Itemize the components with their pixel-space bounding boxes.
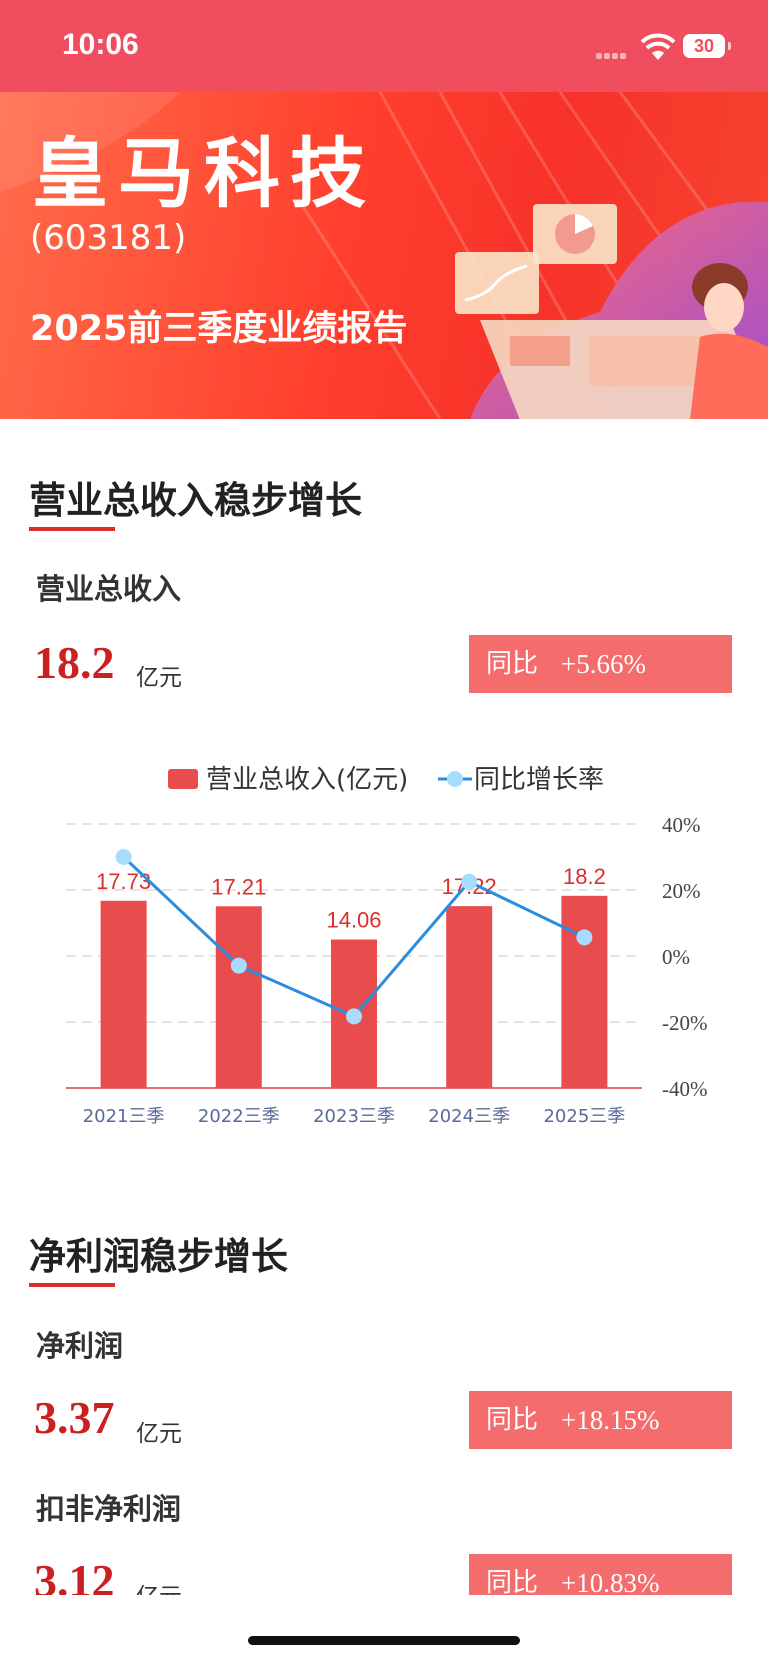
x-tick-label: 2023三季 [313, 1106, 395, 1127]
profit-section-title: 净利润稳步增长 [29, 1235, 288, 1278]
yoy-label: 同比 [486, 649, 539, 679]
revenue-bar [215, 906, 262, 1088]
yoy-value: +10.83% [561, 1568, 660, 1595]
revenue-label: 营业总收入 [36, 572, 182, 606]
growth-rate-point [461, 873, 478, 890]
yoy-value: +18.15% [561, 1405, 660, 1435]
status-bar: 10:06 30 [0, 0, 768, 92]
legend-growth-label: 同比增长率 [474, 765, 605, 795]
growth-rate-point [346, 1008, 362, 1025]
net-profit-label: 净利润 [36, 1329, 124, 1363]
revenue-yoy-badge: 同比 +5.66% [469, 635, 732, 693]
x-tick-label: 2022三季 [198, 1106, 280, 1127]
net-profit-yoy-badge: 同比 +18.15% [469, 1391, 732, 1449]
net-profit-value: 3.37 [34, 1392, 115, 1443]
legend-revenue-label: 营业总收入(亿元) [206, 765, 409, 795]
revenue-value: 18.2 [34, 637, 115, 688]
y-right-tick-label: -20% [662, 1011, 708, 1035]
report-title: 2025前三季度业绩报告 [30, 309, 408, 349]
bar-data-label: 14.06 [326, 908, 381, 933]
deducted-net-profit-label: 扣非净利润 [36, 1492, 182, 1526]
growth-rate-point [115, 849, 132, 865]
battery-icon: 30 [683, 34, 731, 58]
bar-data-label: 17.21 [211, 874, 266, 899]
legend-bar-swatch [168, 769, 198, 789]
banner-illustration [0, 92, 768, 419]
status-time: 10:06 [62, 28, 139, 61]
x-tick-label: 2025三季 [543, 1106, 625, 1127]
revenue-bar [561, 895, 608, 1088]
stock-code: (603181) [30, 218, 187, 258]
yoy-value: +5.66% [561, 649, 646, 679]
legend-line-swatch [438, 771, 472, 787]
bar-data-label: 18.2 [563, 864, 606, 889]
deducted-net-profit-value: 3.12 [34, 1555, 115, 1595]
section-underline [29, 1283, 115, 1287]
cellular-signal-icon [595, 44, 631, 59]
yoy-label: 同比 [486, 1405, 539, 1435]
growth-rate-point [230, 957, 247, 974]
home-indicator[interactable] [248, 1636, 520, 1645]
revenue-unit: 亿元 [136, 665, 182, 691]
revenue-chart: 40% 20% 0% -20% -40% 17.73 2021三季 17.21 2022三季 14… [66, 813, 708, 1127]
deducted-net-profit-unit: 亿元 [136, 1577, 182, 1595]
company-name: 皇马科技 [32, 129, 376, 218]
y-right-tick-label: 40% [662, 813, 701, 837]
x-tick-label: 2024三季 [428, 1106, 510, 1127]
deducted-net-profit-yoy-badge: 同比 +10.83% [469, 1554, 732, 1595]
revenue-section-title: 营业总收入稳步增长 [29, 479, 362, 522]
x-tick-label: 2021三季 [83, 1106, 165, 1127]
net-profit-unit: 亿元 [136, 1421, 182, 1447]
clipped-row: 3.12 亿元 同比 +10.83% [0, 1540, 768, 1595]
y-right-tick-label: 20% [662, 879, 701, 903]
y-right-tick-label: -40% [662, 1077, 708, 1101]
revenue-bar [446, 906, 493, 1088]
y-right-tick-label: 0% [662, 945, 690, 969]
wifi-icon [640, 33, 676, 60]
growth-rate-point [576, 929, 593, 946]
section-underline [29, 527, 115, 531]
report-banner: 皇马科技 (603181) 2025前三季度业绩报告 [0, 92, 768, 419]
revenue-bar [100, 900, 147, 1088]
bar-data-label: 17.73 [96, 869, 151, 894]
yoy-label: 同比 [486, 1568, 539, 1595]
